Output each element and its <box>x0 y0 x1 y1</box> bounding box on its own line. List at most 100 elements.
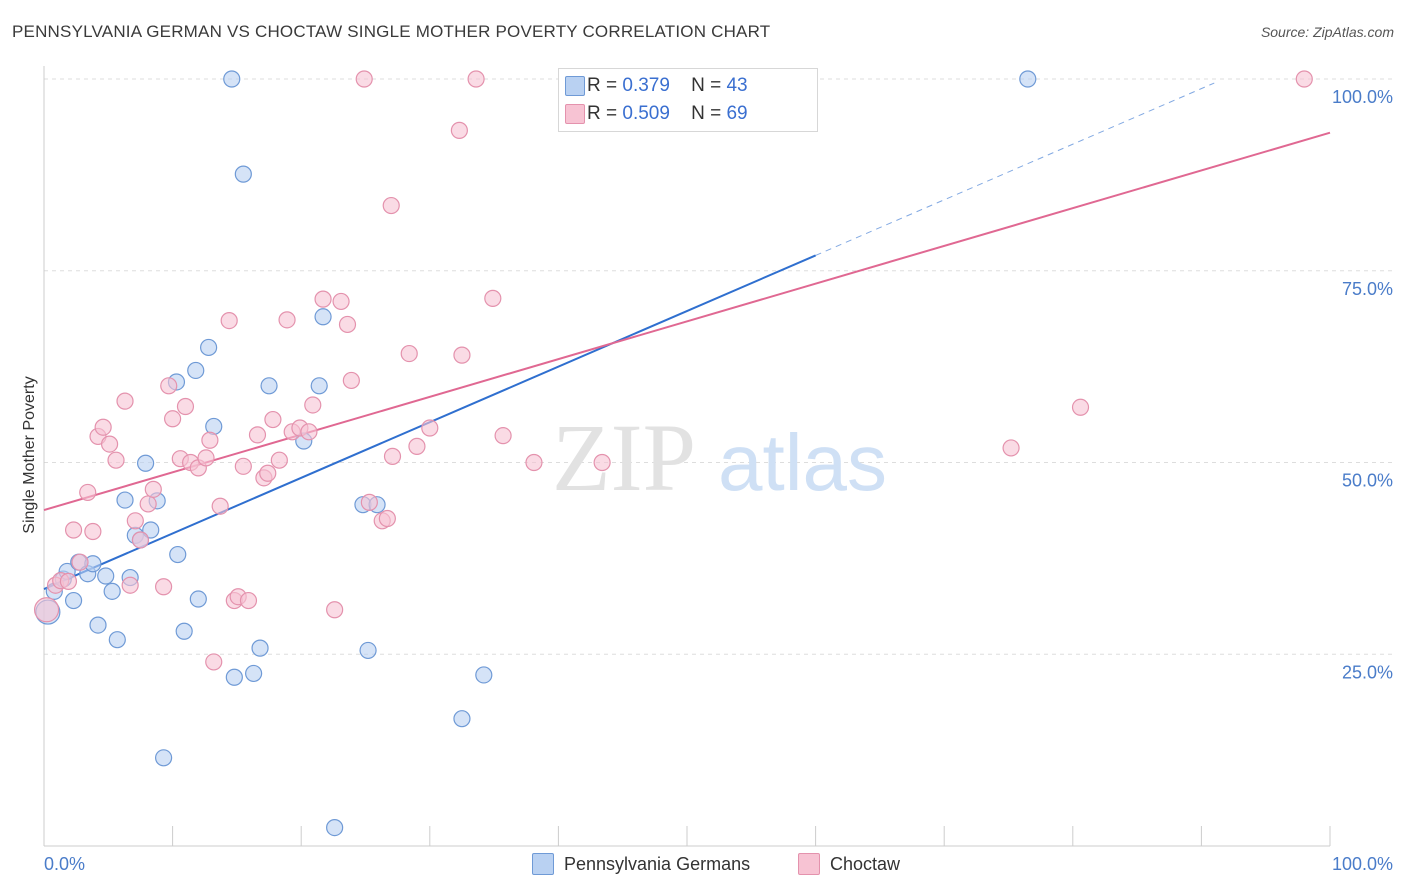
pennsylvania-germans-point <box>245 664 263 683</box>
pennsylvania-germans-point <box>225 668 243 686</box>
source-label: Source: ZipAtlas.com <box>1260 24 1394 40</box>
pennsylvania-germans-point <box>475 666 493 684</box>
pennsylvania-germans-point <box>1019 70 1037 88</box>
pennsylvania-germans-point <box>187 361 205 380</box>
choctaw-point <box>107 451 125 469</box>
pennsylvania-germans-point <box>314 308 332 326</box>
choctaw-point <box>1002 439 1020 457</box>
pennsylvania-germans-point <box>116 491 134 509</box>
choctaw-point <box>400 344 418 363</box>
bottom-legend-pennsylvania-germans: Pennsylvania Germans <box>532 852 750 876</box>
choctaw-point <box>408 437 426 455</box>
choctaw-trend-line <box>43 131 1331 512</box>
choctaw-point <box>139 495 157 513</box>
y-tick-label: 100.0% <box>1332 87 1393 107</box>
pennsylvania-germans-point <box>251 639 269 657</box>
choctaw-point <box>355 70 373 88</box>
choctaw-point <box>467 70 485 88</box>
choctaw-point <box>304 396 322 414</box>
pennsylvania-germans-point <box>108 631 126 649</box>
choctaw-point <box>33 597 60 623</box>
gridlines <box>44 78 1392 655</box>
pennsylvania-germans-point <box>189 590 207 608</box>
choctaw-point <box>131 531 150 549</box>
choctaw-point <box>453 346 471 364</box>
bottom-legend-choctaw: Choctaw <box>798 852 900 876</box>
pennsylvania-germans-trend-extension <box>815 82 1215 256</box>
pennsylvania-germans-point <box>154 749 173 767</box>
y-axis-label: Single Mother Poverty <box>21 376 38 533</box>
bottom-legend-label: Choctaw <box>830 853 901 874</box>
choctaw-point <box>338 315 357 334</box>
y-tick-label: 50.0% <box>1342 471 1393 491</box>
watermark-atlas: atlas <box>718 418 887 507</box>
choctaw-point <box>278 311 296 329</box>
bottom-legend-label: Pennsylvania Germans <box>564 853 751 874</box>
pennsylvania-germans-point <box>326 818 344 837</box>
choctaw-point <box>71 553 89 571</box>
choctaw-point <box>270 451 288 469</box>
choctaw-point <box>59 572 78 590</box>
choctaw-point <box>314 290 332 308</box>
choctaw-point <box>234 457 252 475</box>
x-tick-label: 100.0% <box>1332 854 1393 874</box>
choctaw-point <box>326 601 344 619</box>
choctaw-point <box>164 410 182 428</box>
pennsylvania-germans-point <box>169 545 187 564</box>
watermark-zip: ZIP <box>552 404 696 511</box>
choctaw-point <box>525 453 543 472</box>
data-points <box>33 70 1313 837</box>
choctaw-point <box>342 371 360 390</box>
choctaw-point <box>383 447 402 465</box>
choctaw-point <box>248 426 267 444</box>
choctaw-point <box>1295 70 1313 88</box>
bottom-legend-swatch-blue <box>532 853 554 875</box>
choctaw-point <box>197 449 215 467</box>
watermark: ZIP atlas <box>552 404 887 511</box>
pennsylvania-germans-point <box>89 616 107 634</box>
choctaw-point <box>79 483 97 502</box>
legend-r-label: R = <box>587 103 618 124</box>
choctaw-point <box>382 196 400 215</box>
legend-row-choctaw: R = 0.509 N = 69 <box>565 101 748 127</box>
choctaw-point <box>300 423 318 441</box>
choctaw-point <box>494 427 512 445</box>
choctaw-point <box>154 578 173 596</box>
choctaw-point <box>378 509 396 528</box>
y-tick-label: 25.0% <box>1342 662 1393 682</box>
choctaw-point <box>144 480 162 498</box>
choctaw-point <box>264 410 282 429</box>
choctaw-point <box>332 292 350 311</box>
legend-row-pennsylvania-germans: R = 0.379 N = 43 <box>565 73 748 99</box>
legend-swatch-pink <box>565 104 585 124</box>
choctaw-point <box>160 377 178 395</box>
choctaw-point <box>176 397 195 416</box>
pennsylvania-germans-point <box>223 70 241 88</box>
y-tick-label: 75.0% <box>1342 279 1393 299</box>
choctaw-point <box>360 493 378 511</box>
pennsylvania-germans-point <box>310 377 328 395</box>
choctaw-point <box>94 418 112 436</box>
pennsylvania-germans-point <box>175 622 193 640</box>
pennsylvania-germans-point <box>234 165 252 183</box>
legend-n-label: N = <box>691 103 722 124</box>
pennsylvania-germans-point <box>200 338 218 357</box>
pennsylvania-germans-point <box>142 521 160 539</box>
bottom-legend-swatch-pink <box>798 853 820 875</box>
tick-labels: 25.0% 50.0% 75.0% 100.0% 0.0% 100.0% <box>44 87 1393 874</box>
legend-r-label: R = <box>587 75 618 96</box>
choctaw-point <box>116 392 134 410</box>
choctaw-point <box>121 576 139 594</box>
choctaw-point <box>484 289 502 307</box>
choctaw-point <box>593 453 611 472</box>
choctaw-point <box>205 653 223 671</box>
choctaw-point <box>259 464 277 482</box>
pennsylvania-germans-point <box>97 567 115 585</box>
legend-n-value: 43 <box>726 75 748 96</box>
pennsylvania-germans-point <box>136 454 155 472</box>
pennsylvania-germans-point <box>64 591 83 610</box>
chart-title: PENNSYLVANIA GERMAN VS CHOCTAW SINGLE MO… <box>12 22 771 41</box>
legend-box: R = 0.379 N = 43 R = 0.509 N = 69 <box>558 68 818 132</box>
x-tick-label: 0.0% <box>44 854 85 874</box>
